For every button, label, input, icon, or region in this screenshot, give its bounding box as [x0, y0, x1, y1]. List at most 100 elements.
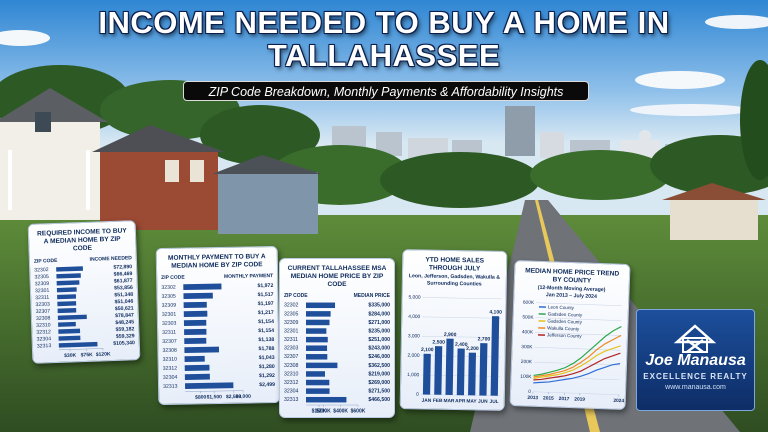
zip-label: 32305: [161, 294, 176, 300]
grid-line: [533, 376, 620, 381]
value-label: 4,100: [489, 309, 502, 315]
zip-label: 32305: [284, 311, 299, 317]
value-label: $51,046: [115, 299, 134, 306]
legend-label: Gadsden County: [548, 311, 583, 317]
logo: Joe Manausa EXCELLENCE REALTY www.manaus…: [636, 309, 755, 411]
zip-label: 32310: [163, 357, 178, 363]
chart-card: YTD HOME SALES THROUGH JULY Leon, Jeffers…: [399, 249, 508, 411]
bar: [56, 287, 77, 293]
bar: [479, 343, 488, 396]
zip-label: 32309: [284, 320, 299, 326]
value-label: $1,217: [258, 310, 274, 316]
series-line: [533, 326, 622, 377]
chart-card: REQUIRED INCOME TO BUY A MEDIAN HOME BY …: [27, 220, 141, 364]
value-label: $50,621: [115, 306, 134, 313]
bar: [422, 353, 431, 395]
plot: 0 100K 200K 300K 400K 500K 600K 2013 2015 2017 201…: [520, 300, 624, 405]
grid-line: [535, 317, 622, 321]
x-tick-label: 2013: [527, 395, 538, 401]
zip-label: 32309: [162, 303, 177, 309]
x-tick-label: APR: [455, 398, 466, 404]
houses-shape: [92, 125, 225, 152]
city-skyline-shape: [540, 132, 564, 158]
bar: [306, 345, 328, 351]
sky-shape: [0, 30, 50, 46]
zip-label: 32307: [36, 309, 51, 316]
card-title: REQUIRED INCOME TO BUY A MEDIAN HOME BY …: [37, 227, 127, 253]
y-tick-label: 0: [528, 389, 531, 395]
houses-shape: [218, 172, 318, 234]
bar: [57, 301, 77, 307]
y-tick-label: 100K: [520, 374, 532, 380]
houses: [0, 88, 766, 240]
value-label: 2,400: [455, 342, 468, 348]
legend-label: Gadsden County: [547, 318, 582, 324]
x-tick-label: $30K: [64, 353, 77, 359]
bar: [490, 316, 500, 396]
column-headers: ZIP CODE MEDIAN PRICE: [280, 290, 394, 300]
value-label: $271,500: [368, 389, 390, 395]
bar: [184, 337, 207, 344]
value-label: 2,200: [466, 346, 479, 352]
zip-label: 32308: [284, 363, 299, 369]
x-tick-label: JUN: [478, 399, 488, 405]
bar: [183, 283, 222, 290]
value-label: 2,900: [444, 332, 457, 338]
bar: [456, 348, 465, 396]
series-line: [533, 352, 621, 381]
bar: [183, 319, 207, 326]
x-tick-label: $75K: [81, 352, 94, 358]
y-tick-label: 300K: [521, 344, 533, 350]
legend-label: Jefferson County: [547, 332, 582, 338]
bar: [306, 362, 338, 369]
bar: [184, 373, 210, 380]
zip-label: 32303: [162, 321, 177, 327]
y-tick-label: 200K: [521, 359, 533, 365]
value-label: $66,469: [114, 271, 133, 278]
x-tick-label: 2024: [613, 398, 624, 404]
value-label: $251,000: [368, 337, 390, 343]
grid-line: [422, 316, 502, 319]
zip-label: 32303: [35, 302, 50, 309]
bar: [184, 346, 220, 353]
zip-label: 32309: [35, 281, 50, 288]
value-label: $1,280: [259, 364, 275, 370]
houses-shape: [212, 155, 322, 174]
bar: [434, 346, 443, 395]
series-line: [533, 334, 622, 378]
houses-shape: [0, 120, 100, 220]
bar: [306, 396, 347, 403]
x-tick-label: 2015: [543, 395, 554, 401]
x-tick-label: $3,000: [236, 394, 252, 400]
zip-label: 32302: [284, 303, 299, 309]
zip-label: 32301: [35, 288, 50, 295]
y-tick-label: 2,000: [407, 353, 419, 359]
city-skyline-shape: [639, 130, 651, 142]
zip-label: 32308: [162, 348, 177, 354]
x-tick-label: MAY: [466, 399, 477, 405]
bar: [306, 354, 328, 360]
value-label: $72,890: [113, 264, 132, 271]
x-tick-label: $2,500: [226, 394, 242, 400]
zip-label: 32313: [163, 384, 178, 390]
x-tick-label: JAN: [422, 398, 432, 404]
logo-walls: [682, 337, 708, 353]
zip-label: 32304: [163, 375, 178, 381]
sky-shape: [635, 71, 725, 89]
y-tick-label: 4,000: [408, 314, 420, 320]
bar: [184, 364, 210, 371]
bar: [306, 328, 327, 334]
grid-line: [421, 335, 501, 338]
value-label: $284,000: [368, 311, 390, 317]
value-label: $1,154: [258, 328, 274, 334]
zip-label: 32307: [284, 354, 299, 360]
logo-mark: [686, 339, 704, 353]
zip-label: 32308: [36, 315, 51, 322]
value-label: $235,000: [368, 328, 390, 334]
bar: [58, 335, 81, 341]
value-label: $53,856: [114, 285, 133, 292]
sky-shape: [705, 15, 768, 29]
column-label: ZIP CODE: [284, 293, 308, 299]
value-label: $48,245: [115, 319, 134, 326]
trees-shape: [200, 105, 320, 165]
